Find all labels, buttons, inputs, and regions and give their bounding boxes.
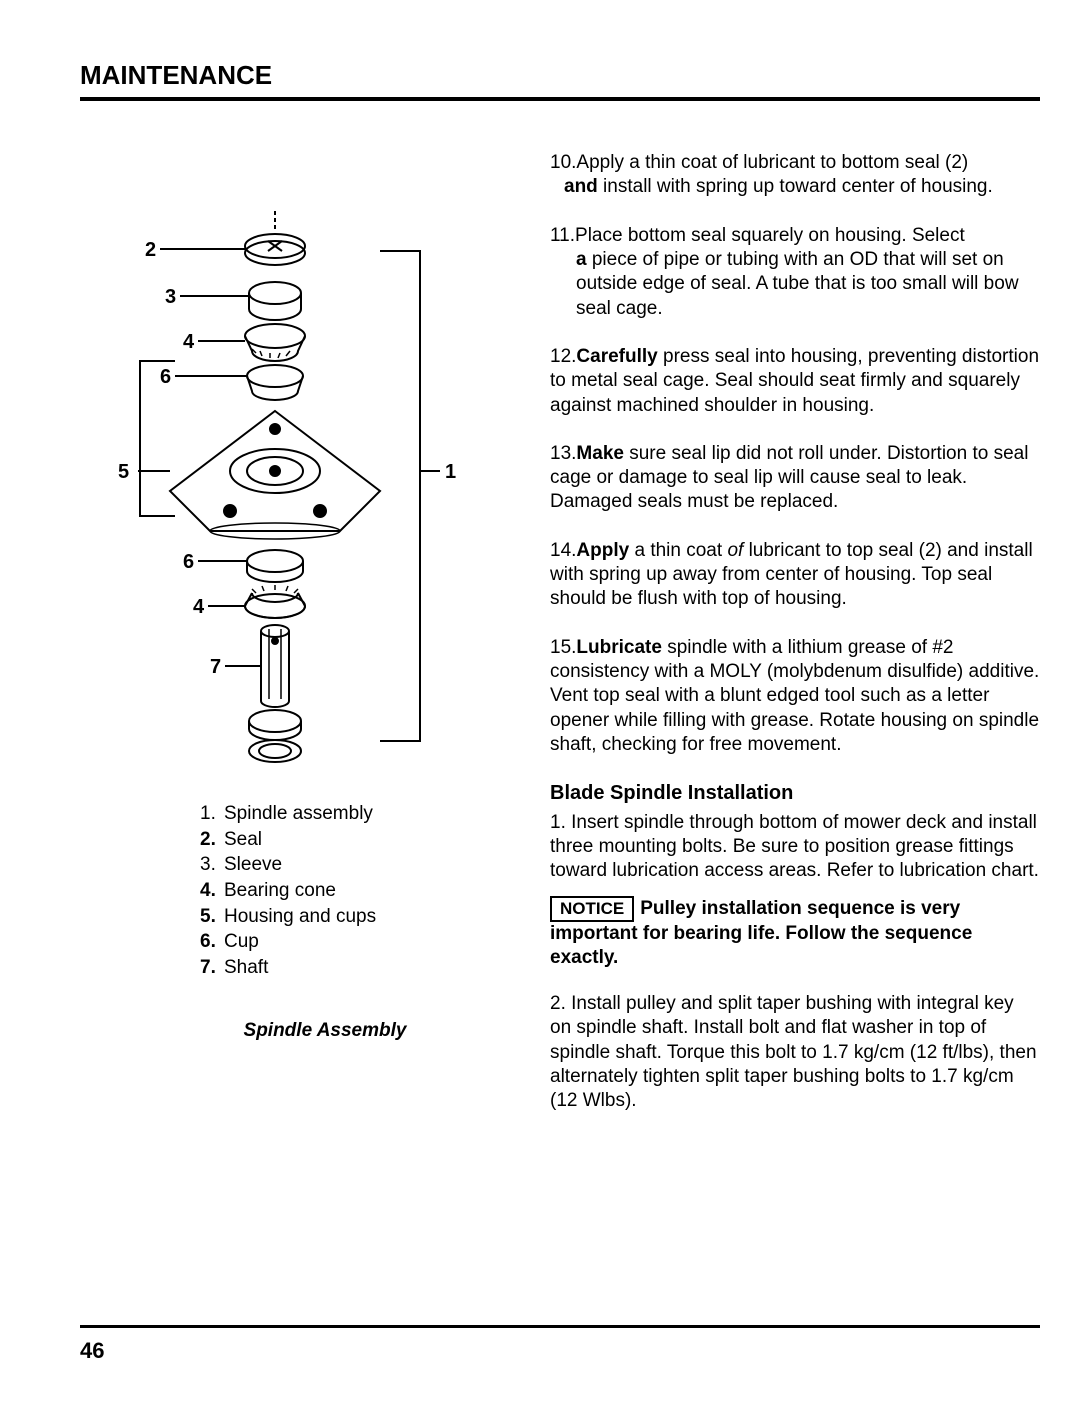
- list-item: 1.Spindle assembly: [200, 801, 520, 827]
- list-item: 2.Seal: [200, 827, 520, 853]
- list-item: 5.Housing and cups: [200, 904, 520, 930]
- step-num: 2.: [550, 993, 566, 1014]
- svg-text:5: 5: [118, 461, 129, 483]
- list-item: 3.Sleeve: [200, 852, 520, 878]
- step-11: 11.Place bottom seal squarely on housing…: [550, 224, 1040, 321]
- step-num: 15.: [550, 637, 576, 658]
- step-num: 1.: [550, 812, 566, 833]
- step-15: 15.Lubricate spindle with a lithium grea…: [550, 636, 1040, 758]
- svg-text:7: 7: [210, 656, 221, 678]
- page-title: MAINTENANCE: [80, 60, 1040, 91]
- step-num: 10.: [550, 152, 576, 173]
- list-item: 7.Shaft: [200, 955, 520, 981]
- svg-text:1: 1: [445, 461, 456, 483]
- install-step-1: 1. Insert spindle through bottom of mowe…: [550, 811, 1040, 884]
- notice-box: NOTICE: [550, 896, 634, 922]
- left-column: 2 3 4 6 5 1 6 4 7 1.Spindle assembly 2.S…: [80, 151, 520, 1138]
- header: MAINTENANCE: [80, 60, 1040, 101]
- svg-text:2: 2: [145, 239, 156, 261]
- list-item: 4.Bearing cone: [200, 878, 520, 904]
- step-num: 14.: [550, 540, 576, 561]
- step-num: 13.: [550, 443, 576, 464]
- figure-caption: Spindle Assembly: [130, 1020, 520, 1042]
- svg-text:4: 4: [193, 596, 205, 618]
- step-num: 12.: [550, 346, 576, 367]
- footer: 46: [80, 1325, 1040, 1364]
- section-title: Blade Spindle Installation: [550, 781, 1040, 807]
- list-item: 6.Cup: [200, 929, 520, 955]
- svg-text:6: 6: [183, 551, 194, 573]
- right-column: 10.Apply a thin coat of lubricant to bot…: [550, 151, 1040, 1138]
- svg-text:6: 6: [160, 366, 171, 388]
- step-14: 14.Apply a thin coat of lubricant to top…: [550, 539, 1040, 612]
- step-13: 13.Make sure seal lip did not roll under…: [550, 442, 1040, 515]
- install-step-2: 2. Install pulley and split taper bushin…: [550, 992, 1040, 1114]
- step-10: 10.Apply a thin coat of lubricant to bot…: [550, 151, 1040, 200]
- svg-text:3: 3: [165, 286, 176, 308]
- content: 2 3 4 6 5 1 6 4 7 1.Spindle assembly 2.S…: [80, 151, 1040, 1138]
- svg-text:4: 4: [183, 331, 195, 353]
- page-number: 46: [80, 1338, 1040, 1364]
- notice: NOTICEPulley installation sequence is ve…: [550, 896, 1040, 970]
- spindle-diagram: 2 3 4 6 5 1 6 4 7: [80, 201, 460, 771]
- step-12: 12.Carefully press seal into housing, pr…: [550, 345, 1040, 418]
- parts-list: 1.Spindle assembly 2.Seal 3.Sleeve 4.Bea…: [200, 801, 520, 980]
- step-num: 11.: [550, 225, 575, 246]
